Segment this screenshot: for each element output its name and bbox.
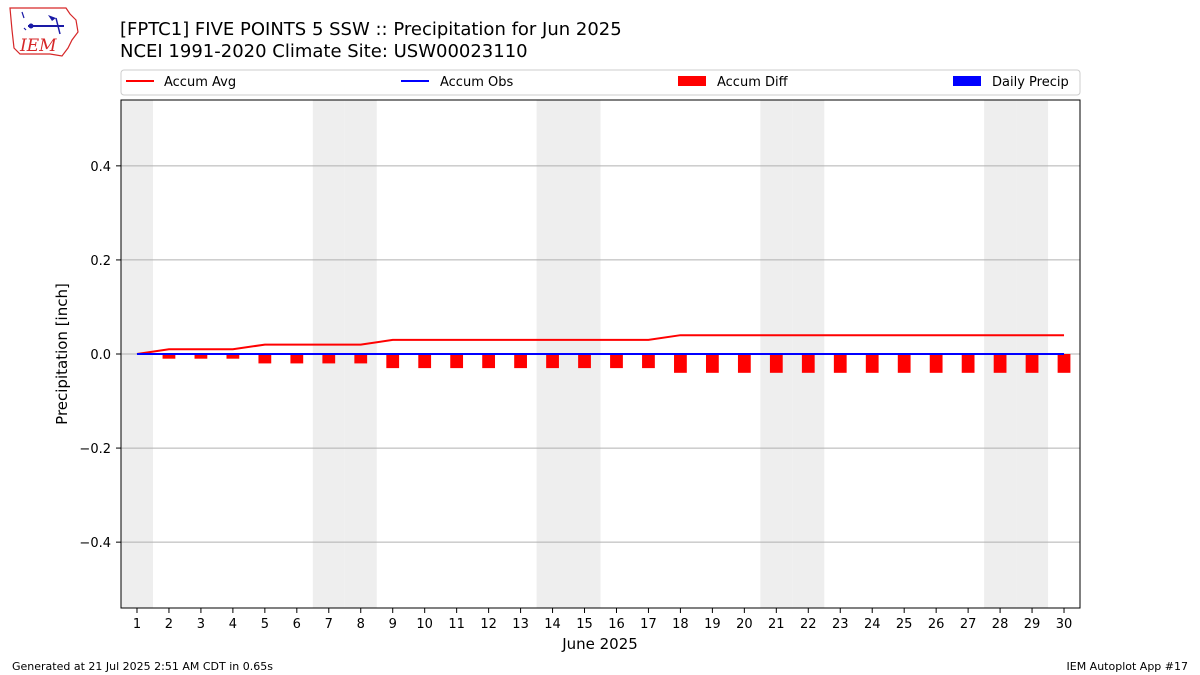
x-axis-label: June 2025: [561, 635, 638, 653]
accum-diff-bar-day-4: [226, 354, 240, 359]
x-tick-label-10: 10: [416, 617, 433, 632]
legend-label-accum-diff: Accum Diff: [717, 75, 789, 90]
accum-diff-bar-day-17: [642, 354, 655, 369]
x-tick-label-27: 27: [960, 617, 977, 632]
x-tick-label-14: 14: [544, 617, 561, 632]
legend-item-accum-obs: Accum Obs: [401, 75, 513, 90]
accum-diff-bar-day-24: [865, 354, 879, 373]
accum-diff-bar-day-28: [993, 354, 1007, 373]
accum-diff-bar-day-6: [290, 354, 304, 364]
y-tick-label-4: 0.4: [90, 160, 111, 175]
accum-diff-bars: [162, 354, 1071, 373]
x-tick-label-25: 25: [896, 617, 913, 632]
legend-box: [120, 69, 1081, 96]
legend-swatch-accum-diff: [678, 76, 706, 86]
accum-diff-bar-day-7: [322, 354, 336, 364]
accum-avg-line: [136, 334, 1065, 355]
x-tick-label-24: 24: [864, 617, 881, 632]
x-tick-label-5: 5: [261, 617, 269, 632]
accum-diff-bar-day-12: [482, 354, 496, 369]
iem-logo: IEM: [9, 7, 79, 57]
accum-diff-bar-day-27: [961, 354, 975, 373]
accum-diff-bar-day-20: [737, 354, 751, 373]
legend-label-accum-obs: Accum Obs: [440, 75, 513, 90]
y-tick-label-2: 0.0: [90, 348, 111, 363]
legend: Accum Avg Accum Obs Accum Diff Daily Pre…: [120, 69, 1081, 96]
accum-diff-bar-day-14: [546, 354, 559, 369]
x-tick-label-29: 29: [1024, 617, 1041, 632]
footer-generated: Generated at 21 Jul 2025 2:51 AM CDT in …: [12, 660, 273, 673]
accum-diff-bar-day-10: [418, 354, 432, 369]
accum-diff-bar-day-23: [833, 354, 847, 373]
x-tick-label-11: 11: [448, 617, 465, 632]
x-tick-label-6: 6: [293, 617, 301, 632]
x-axis-ticks: 1 2 3 4 5 6 7 8 9 10 11 12 13 14 15 16 17 18 19 20 21 22 23 24 2…: [133, 608, 1072, 632]
x-tick-label-3: 3: [197, 617, 205, 632]
accum-diff-bar-day-22: [801, 354, 815, 373]
accum-diff-bar-day-26: [929, 354, 943, 373]
x-tick-label-12: 12: [480, 617, 497, 632]
accum-diff-bar-day-8: [354, 354, 368, 364]
accum-diff-bar-day-13: [514, 354, 527, 369]
x-tick-label-17: 17: [640, 617, 657, 632]
x-tick-label-30: 30: [1056, 617, 1073, 632]
x-tick-label-19: 19: [704, 617, 721, 632]
accum-diff-bar-day-30: [1057, 354, 1071, 373]
x-tick-label-9: 9: [389, 617, 397, 632]
legend-label-daily-precip: Daily Precip: [992, 75, 1069, 90]
series-lines: [136, 334, 1065, 355]
x-tick-label-23: 23: [832, 617, 849, 632]
accum-diff-bar-day-16: [610, 354, 623, 369]
y-tick-label-3: 0.2: [90, 254, 111, 269]
accum-diff-bar-day-21: [769, 354, 783, 373]
legend-item-daily-precip: Daily Precip: [953, 75, 1069, 90]
logo-text: IEM: [19, 36, 57, 56]
y-tick-label-1: −0.2: [79, 442, 111, 457]
iowa-outline-icon: [9, 7, 79, 57]
x-tick-label-1: 1: [133, 617, 141, 632]
legend-item-accum-avg: Accum Avg: [126, 75, 236, 90]
x-tick-label-18: 18: [672, 617, 689, 632]
x-tick-label-21: 21: [768, 617, 785, 632]
accum-diff-bar-day-2: [162, 354, 176, 359]
x-tick-label-4: 4: [229, 617, 237, 632]
x-tick-label-22: 22: [800, 617, 817, 632]
footer-app: IEM Autoplot App #17: [1067, 660, 1189, 673]
y-axis-ticks: −0.4 −0.2 0.0 0.2 0.4: [79, 160, 121, 551]
accum-diff-bar-day-15: [578, 354, 591, 369]
accum-diff-bar-day-11: [450, 354, 464, 369]
legend-swatch-daily-precip: [953, 76, 981, 86]
accum-diff-bar-day-5: [258, 354, 272, 364]
x-tick-label-7: 7: [325, 617, 333, 632]
accum-diff-bar-day-9: [386, 354, 400, 369]
legend-label-accum-avg: Accum Avg: [164, 75, 236, 90]
legend-item-accum-diff: Accum Diff: [678, 75, 789, 90]
x-tick-label-8: 8: [357, 617, 365, 632]
x-tick-label-15: 15: [576, 617, 593, 632]
y-tick-label-0: −0.4: [79, 536, 111, 551]
chart-subtitle: NCEI 1991-2020 Climate Site: USW00023110: [120, 41, 528, 62]
accum-diff-bar-day-25: [897, 354, 911, 373]
accum-diff-bar-day-19: [705, 354, 719, 373]
x-tick-label-2: 2: [165, 617, 173, 632]
x-tick-label-28: 28: [992, 617, 1009, 632]
accum-diff-bar-day-29: [1025, 354, 1039, 373]
x-tick-label-13: 13: [512, 617, 529, 632]
x-tick-label-26: 26: [928, 617, 945, 632]
x-tick-label-16: 16: [608, 617, 625, 632]
accum-diff-bar-day-3: [194, 354, 208, 359]
y-axis-label: Precipitation [inch]: [53, 283, 71, 425]
accum-diff-bar-day-18: [674, 354, 687, 373]
weekend-shading: [121, 100, 1049, 608]
weather-station-icon: [21, 11, 64, 35]
chart-title: [FPTC1] FIVE POINTS 5 SSW :: Precipitati…: [120, 19, 622, 40]
x-tick-label-20: 20: [736, 617, 753, 632]
